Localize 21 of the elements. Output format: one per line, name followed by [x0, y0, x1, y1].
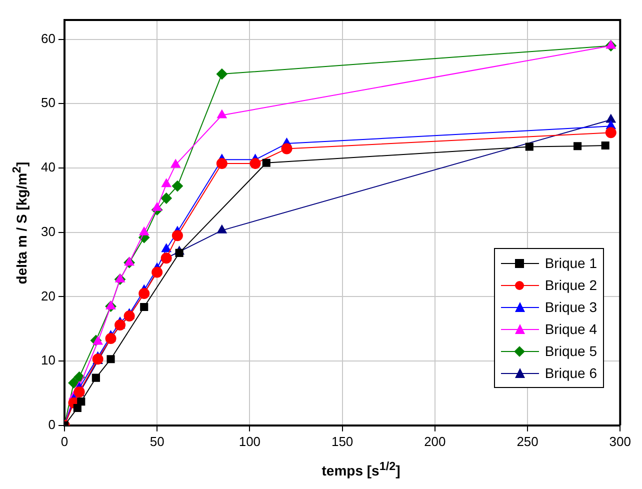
y-tick-label: 30 — [40, 224, 56, 239]
y-tick-label: 20 — [40, 288, 56, 304]
y-tick-label: 60 — [40, 30, 56, 46]
legend-label: Brique 6 — [544, 365, 597, 381]
legend-label: Brique 1 — [544, 255, 597, 271]
y-tick-label: 10 — [40, 352, 56, 368]
x-tick-label: 200 — [424, 434, 446, 449]
x-axis-title: temps [s$^{1/2}$] — [320, 460, 402, 479]
y-tick-label: 0 — [48, 416, 56, 432]
legend-label: Brique 4 — [544, 321, 597, 337]
x-tick-label: 100 — [238, 434, 261, 449]
legend-label: Brique 5 — [544, 343, 597, 359]
y-tick-label: 40 — [40, 160, 56, 175]
x-tick-label: 250 — [516, 434, 538, 449]
x-tick-label: 0 — [60, 434, 68, 449]
x-tick-label: 50 — [150, 434, 164, 449]
x-tick-label: 300 — [609, 434, 632, 449]
y-tick-label: 50 — [40, 95, 56, 110]
x-tick-label: 150 — [331, 434, 354, 449]
legend-label: Brique 2 — [544, 277, 597, 293]
legend-label: Brique 3 — [544, 299, 597, 315]
